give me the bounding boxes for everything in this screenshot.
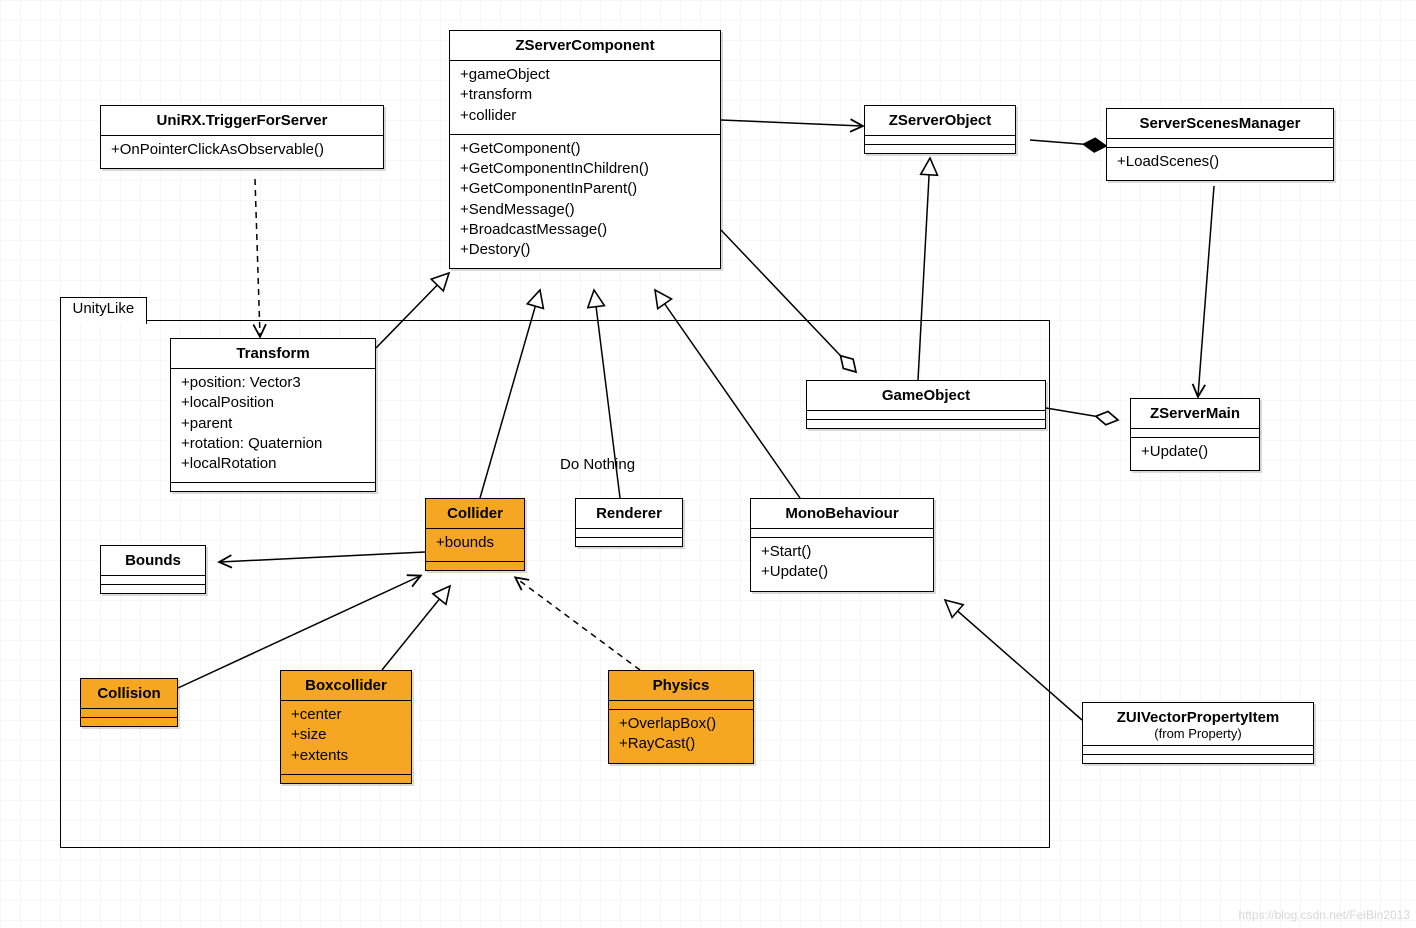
method: +GetComponentInChildren() (460, 159, 710, 179)
class-physics: Physics +OverlapBox() +RayCast() (608, 670, 754, 764)
method: +Update() (1141, 442, 1249, 462)
class-renderer: Renderer (575, 498, 683, 547)
class-monobehaviour: MonoBehaviour +Start() +Update() (750, 498, 934, 592)
attr: +bounds (436, 533, 514, 553)
class-title: ZServerObject (865, 106, 1015, 136)
class-subtitle: (from Property) (1083, 726, 1313, 745)
class-serverscenesmanager: ServerScenesManager +LoadScenes() (1106, 108, 1334, 181)
class-title: Bounds (101, 546, 205, 576)
attr: +collider (460, 106, 710, 126)
attr: +gameObject (460, 65, 710, 85)
method: +LoadScenes() (1117, 152, 1323, 172)
attr: +localRotation (181, 454, 365, 474)
class-bounds: Bounds (100, 545, 206, 594)
class-zserverobject: ZServerObject (864, 105, 1016, 154)
class-collider: Collider +bounds (425, 498, 525, 571)
class-attrs: +center +size +extents (281, 701, 411, 774)
class-zuivector: ZUIVectorPropertyItem (from Property) (1082, 702, 1314, 764)
class-zservercomponent: ZServerComponent +gameObject +transform … (449, 30, 721, 269)
class-boxcollider: Boxcollider +center +size +extents (280, 670, 412, 784)
watermark: https://blog.csdn.net/FeiBin2013 (1239, 908, 1410, 922)
class-title: ZServerComponent (450, 31, 720, 61)
class-attrs: +bounds (426, 529, 524, 561)
method: +BroadcastMessage() (460, 220, 710, 240)
method: +OnPointerClickAsObservable() (111, 140, 373, 160)
class-attrs: +gameObject +transform +collider (450, 61, 720, 134)
attr: +size (291, 725, 401, 745)
class-title: Renderer (576, 499, 682, 529)
attr: +transform (460, 85, 710, 105)
class-title: Collision (81, 679, 177, 709)
class-title: Physics (609, 671, 753, 701)
method: +GetComponentInParent() (460, 179, 710, 199)
class-gameobject: GameObject (806, 380, 1046, 429)
note-do-nothing: Do Nothing (560, 456, 635, 473)
class-transform: Transform +position: Vector3 +localPosit… (170, 338, 376, 492)
class-methods: +Start() +Update() (751, 538, 933, 591)
method: +RayCast() (619, 734, 743, 754)
method: +GetComponent() (460, 139, 710, 159)
class-title: Boxcollider (281, 671, 411, 701)
class-title: UniRX.TriggerForServer (101, 106, 383, 136)
class-zservermain: ZServerMain +Update() (1130, 398, 1260, 471)
method: +Destory() (460, 240, 710, 260)
class-methods: +OnPointerClickAsObservable() (101, 136, 383, 168)
class-title: ZUIVectorPropertyItem (1083, 703, 1313, 726)
class-title: GameObject (807, 381, 1045, 411)
attr: +center (291, 705, 401, 725)
method: +Start() (761, 542, 923, 562)
class-title: ZServerMain (1131, 399, 1259, 429)
class-attrs: +position: Vector3 +localPosition +paren… (171, 369, 375, 482)
class-methods: +OverlapBox() +RayCast() (609, 710, 753, 763)
class-title: Collider (426, 499, 524, 529)
class-title: MonoBehaviour (751, 499, 933, 529)
class-title: ServerScenesManager (1107, 109, 1333, 139)
attr: +position: Vector3 (181, 373, 365, 393)
class-title: Transform (171, 339, 375, 369)
method: +Update() (761, 562, 923, 582)
package-tab: UnityLike (60, 297, 148, 324)
class-collision: Collision (80, 678, 178, 727)
method: +SendMessage() (460, 200, 710, 220)
class-methods: +LoadScenes() (1107, 148, 1333, 180)
class-methods: +Update() (1131, 438, 1259, 470)
method: +OverlapBox() (619, 714, 743, 734)
class-methods: +GetComponent() +GetComponentInChildren(… (450, 135, 720, 269)
attr: +localPosition (181, 393, 365, 413)
attr: +parent (181, 414, 365, 434)
attr: +rotation: Quaternion (181, 434, 365, 454)
class-unirx: UniRX.TriggerForServer +OnPointerClickAs… (100, 105, 384, 169)
attr: +extents (291, 746, 401, 766)
